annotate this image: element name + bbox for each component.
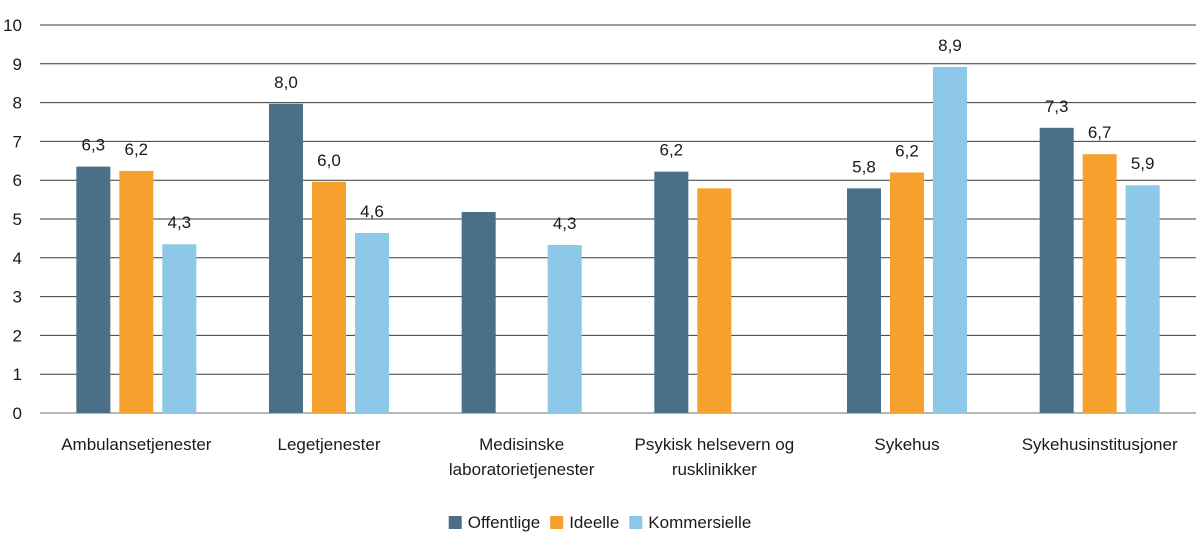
category-label: Legetjenester: [277, 435, 380, 454]
data-label: 6,7: [1088, 123, 1112, 142]
bar: [269, 103, 303, 413]
bar: [847, 188, 881, 413]
y-tick-label: 8: [13, 94, 22, 113]
data-label: 6,2: [660, 141, 684, 160]
bar: [697, 188, 732, 413]
data-label: 6,2: [125, 140, 149, 159]
data-label: 6,0: [317, 151, 341, 170]
y-tick-label: 1: [13, 365, 22, 384]
y-tick-label: 4: [13, 249, 22, 268]
category-label: Sykehusinstitusjoner: [1022, 435, 1178, 454]
bar: [890, 172, 924, 413]
data-label: 4,3: [553, 214, 577, 233]
bar: [933, 66, 967, 414]
category-label: laboratorietjenester: [449, 460, 595, 479]
y-tick-label: 3: [13, 288, 22, 307]
legend-swatch: [629, 516, 643, 529]
bar: [312, 181, 346, 413]
legend-label: Kommersielle: [648, 513, 751, 532]
data-label: 5,9: [1131, 154, 1155, 173]
y-tick-label: 6: [13, 171, 22, 190]
legend-swatch: [448, 516, 462, 529]
data-label: 8,0: [274, 73, 298, 92]
y-tick-label: 9: [13, 55, 22, 74]
data-label: 6,2: [895, 141, 919, 160]
y-tick-label: 7: [13, 132, 22, 151]
bar: [76, 166, 111, 413]
y-tick-label: 10: [3, 16, 22, 35]
bar: [1039, 127, 1074, 413]
legend: Offentlige Ideelle Kommersielle: [448, 513, 751, 532]
data-label: 7,3: [1045, 97, 1069, 116]
data-label: 6,3: [82, 136, 106, 155]
data-label: 4,3: [168, 213, 192, 232]
bar: [547, 244, 582, 413]
category-label: Psykisk helsevern og: [634, 435, 794, 454]
bar: [162, 244, 197, 413]
bar: [654, 171, 689, 413]
bar: [461, 212, 496, 413]
category-label: Sykehus: [874, 435, 939, 454]
bar: [119, 170, 154, 413]
data-label: 5,8: [852, 157, 876, 176]
bar: [355, 232, 389, 413]
category-label: rusklinikker: [672, 460, 757, 479]
legend-swatch: [550, 516, 564, 529]
y-tick-label: 2: [13, 326, 22, 345]
y-tick-label: 5: [13, 210, 22, 229]
data-label: 8,9: [938, 36, 962, 55]
y-axis: 0 1 2 3 4 5 6 7 8 9 10: [3, 16, 22, 423]
bar: [1125, 185, 1160, 413]
y-tick-label: 0: [13, 404, 22, 423]
bars: [76, 66, 1160, 414]
data-label: 4,6: [360, 202, 384, 221]
legend-label: Offentlige: [468, 513, 540, 532]
category-label: Medisinske: [479, 435, 564, 454]
category-label: Ambulansetjenester: [61, 435, 212, 454]
bar: [1082, 154, 1117, 414]
data-labels: 6,3 6,2 4,3 8,0 6,0 4,6 4,3 6,2 5,8 6,2 8,9 7,3 6,7 5…: [82, 36, 1155, 233]
x-axis: Ambulansetjenester Legetjenester Medisinsk…: [61, 435, 1178, 479]
legend-label: Ideelle: [569, 513, 619, 532]
gridlines: [40, 24, 1196, 414]
